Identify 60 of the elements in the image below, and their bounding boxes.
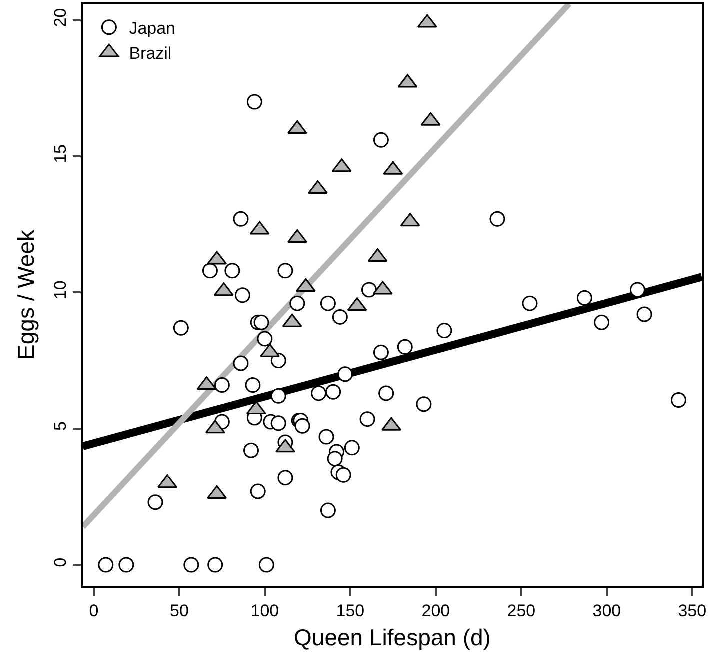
point bbox=[522, 296, 538, 312]
y-axis-title: Eggs / Week bbox=[13, 230, 40, 360]
point bbox=[630, 282, 646, 298]
point bbox=[234, 288, 250, 304]
point bbox=[338, 366, 354, 382]
x-axis-title: Queen Lifespan (d) bbox=[294, 624, 491, 650]
point bbox=[373, 132, 389, 148]
point bbox=[258, 557, 274, 573]
y-tick-label: 15 bbox=[51, 144, 70, 164]
point bbox=[214, 378, 230, 394]
point bbox=[233, 356, 249, 372]
point bbox=[332, 309, 348, 325]
y-tick-label: 20 bbox=[51, 8, 70, 28]
point bbox=[148, 494, 164, 510]
x-tick-label: 300 bbox=[592, 601, 622, 620]
point bbox=[318, 429, 334, 445]
point bbox=[244, 442, 260, 458]
point bbox=[290, 296, 306, 312]
x-tick-label: 250 bbox=[507, 601, 536, 620]
legend-label: Japan bbox=[129, 19, 176, 38]
point bbox=[173, 320, 189, 336]
point bbox=[320, 502, 336, 518]
point bbox=[360, 412, 376, 428]
point bbox=[257, 331, 273, 347]
point bbox=[245, 378, 261, 394]
y-tick-label: 10 bbox=[51, 280, 70, 300]
point bbox=[636, 306, 652, 322]
x-tick-label: 350 bbox=[678, 601, 707, 620]
point bbox=[490, 211, 506, 227]
x-tick-label: 200 bbox=[422, 601, 450, 620]
point bbox=[270, 416, 286, 432]
point bbox=[327, 451, 343, 467]
x-tick-label: 150 bbox=[336, 601, 365, 620]
point bbox=[320, 296, 336, 312]
x-tick-label: 100 bbox=[250, 601, 280, 620]
legend-label: Brazil bbox=[129, 44, 172, 64]
point bbox=[246, 94, 262, 110]
point bbox=[278, 263, 294, 279]
point bbox=[254, 314, 270, 330]
point bbox=[373, 344, 389, 360]
point bbox=[184, 557, 200, 573]
point bbox=[378, 386, 394, 402]
x-tick-label: 50 bbox=[170, 601, 189, 620]
point bbox=[270, 388, 286, 404]
point bbox=[670, 392, 686, 408]
point bbox=[344, 440, 360, 456]
point bbox=[336, 467, 352, 483]
point bbox=[224, 263, 240, 279]
point bbox=[233, 211, 249, 227]
point bbox=[594, 314, 610, 330]
point bbox=[250, 484, 266, 500]
point bbox=[416, 396, 432, 412]
point bbox=[278, 470, 294, 486]
point bbox=[294, 418, 310, 434]
y-tick-label: 5 bbox=[51, 422, 70, 432]
point bbox=[98, 557, 114, 573]
y-tick-label: 0 bbox=[51, 558, 70, 568]
x-tick-label: 0 bbox=[89, 601, 99, 620]
point bbox=[118, 557, 134, 573]
point bbox=[208, 557, 224, 573]
